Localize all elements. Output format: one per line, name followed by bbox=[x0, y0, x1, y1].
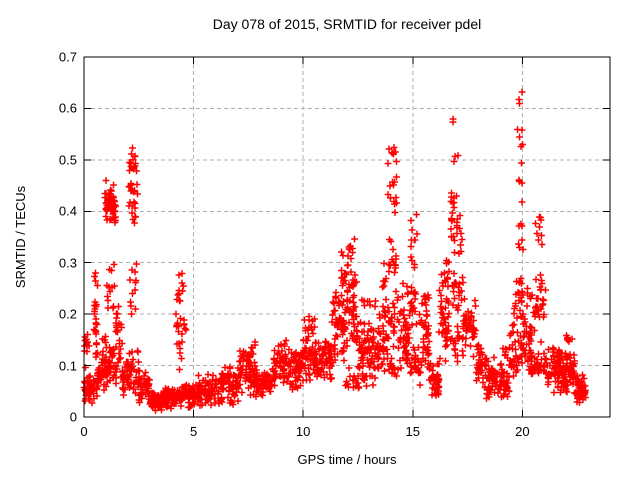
y-axis-label: SRMTID / TECUs bbox=[13, 185, 28, 289]
y-tick-label: 0.3 bbox=[58, 255, 77, 271]
y-tick-label: 0.5 bbox=[58, 152, 77, 168]
x-axis-label: GPS time / hours bbox=[297, 452, 397, 467]
y-tick-label: 0 bbox=[69, 409, 77, 425]
y-tick-label: 0.7 bbox=[58, 49, 77, 65]
x-tick-label: 0 bbox=[80, 424, 88, 439]
chart-title: Day 078 of 2015, SRMTID for receiver pde… bbox=[212, 16, 482, 32]
scatter-points bbox=[80, 88, 589, 414]
x-tick-label: 20 bbox=[515, 424, 530, 439]
x-tick-label: 15 bbox=[405, 424, 420, 439]
x-tick-label: 5 bbox=[189, 424, 198, 439]
y-tick-label: 0.1 bbox=[58, 358, 77, 374]
x-tick-label: 10 bbox=[295, 424, 311, 439]
y-tick-label: 0.6 bbox=[58, 100, 77, 116]
plot-border bbox=[83, 56, 611, 418]
y-tick-label: 0.4 bbox=[58, 203, 77, 219]
y-tick-label: 0.2 bbox=[58, 306, 77, 322]
